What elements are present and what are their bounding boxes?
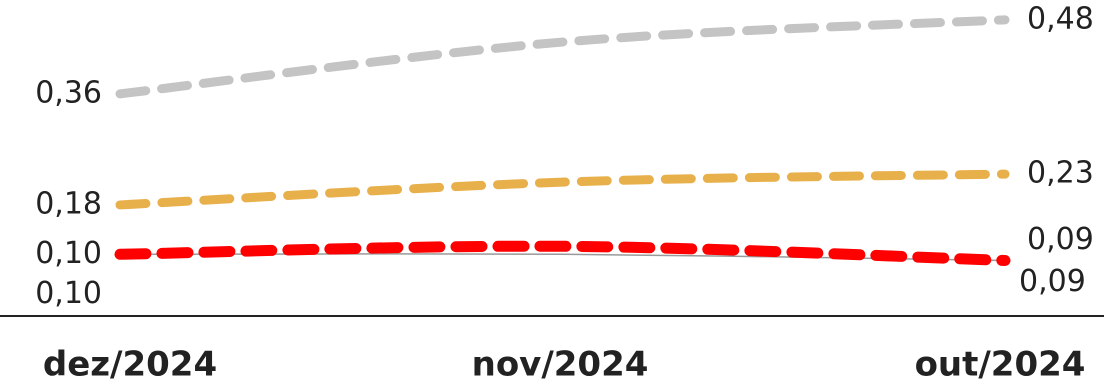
value-label: 0,36 [35,75,102,110]
value-label: 0,23 [1027,156,1094,191]
series-line [114,240,1011,266]
value-label: 0,09 [1027,222,1094,257]
x-tick-label: out/2024 [915,345,1086,385]
series-line [115,15,1010,99]
value-label: 0,10 [35,276,102,311]
series-line [115,169,1010,210]
value-label: 0,09 [1019,264,1086,299]
value-label: 0,10 [35,236,102,271]
x-tick-label: nov/2024 [472,345,649,385]
value-label: 0,18 [35,186,102,221]
x-tick-label: dez/2024 [43,345,217,385]
value-label: 0,48 [1027,1,1094,36]
